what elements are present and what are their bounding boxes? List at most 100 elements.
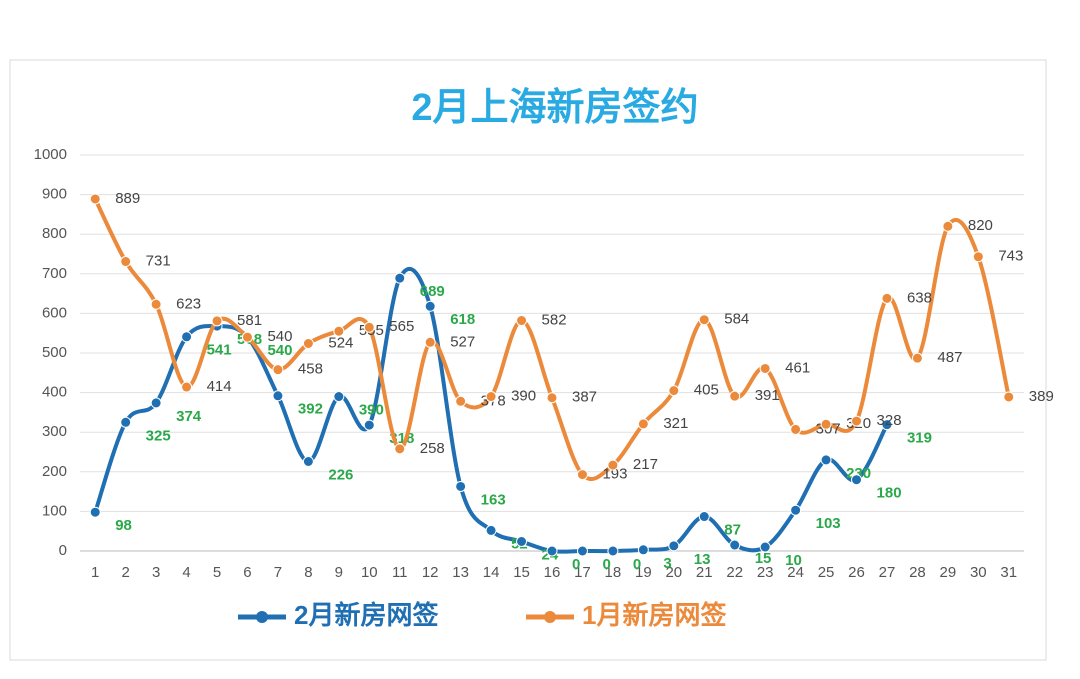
data-label: 15 [755,550,772,567]
y-tick-label: 200 [42,463,67,480]
legend-label: 2月新房网签 [294,600,439,630]
data-point [576,469,588,481]
data-label: 540 [267,328,292,345]
data-point [150,397,162,409]
data-label: 10 [785,552,802,569]
data-label: 389 [1029,388,1054,405]
data-point [851,474,863,486]
x-tick-label: 17 [574,564,591,581]
data-point [851,415,863,427]
x-tick-label: 13 [452,564,469,581]
data-point [455,395,467,407]
data-label: 584 [724,311,749,328]
data-point [272,364,284,376]
data-point [302,337,314,349]
data-point [272,390,284,402]
data-point [546,392,558,404]
x-tick-label: 23 [757,564,774,581]
data-label: 565 [389,318,414,335]
data-label: 541 [207,342,232,359]
data-point [516,535,528,547]
data-label: 392 [298,401,323,418]
data-label: 638 [907,289,932,306]
data-label: 731 [146,252,171,269]
x-tick-label: 21 [696,564,713,581]
data-point [942,220,954,232]
x-tick-label: 25 [818,564,835,581]
data-point [485,524,497,536]
data-point [424,336,436,348]
data-point [759,541,771,553]
data-point [89,193,101,205]
data-point [181,381,193,393]
data-point [120,256,132,268]
data-label: 328 [877,412,902,429]
data-point [150,298,162,310]
data-point [1003,391,1015,403]
data-point [333,325,345,337]
data-label: 391 [755,387,780,404]
x-tick-label: 19 [635,564,652,581]
data-point [668,385,680,397]
x-tick-label: 12 [422,564,439,581]
data-label: 103 [816,515,841,532]
x-tick-label: 11 [392,564,408,581]
data-label: 582 [542,311,567,328]
data-label: 258 [420,440,445,457]
data-label: 217 [633,456,658,473]
data-label: 461 [785,359,810,376]
data-label: 13 [694,551,711,568]
data-label: 3 [663,555,671,572]
x-tick-label: 24 [787,564,804,581]
data-label: 743 [998,248,1023,265]
data-label: 321 [663,415,688,432]
x-tick-label: 29 [940,564,957,581]
data-label: 540 [267,342,292,359]
data-label: 163 [481,491,506,508]
data-point [394,272,406,284]
legend-label: 1月新房网签 [582,600,727,630]
data-point [698,314,710,326]
data-label: 581 [237,312,262,329]
data-label: 618 [450,311,475,328]
x-tick-label: 2 [122,564,130,581]
x-tick-label: 4 [182,564,190,581]
data-point [516,315,528,327]
x-tick-label: 16 [544,564,561,581]
data-label: 325 [146,427,171,444]
data-point [607,545,619,557]
data-label: 623 [176,295,201,312]
data-point [729,390,741,402]
data-label: 390 [511,388,536,405]
x-tick-label: 9 [335,564,343,581]
y-tick-label: 500 [42,344,67,361]
data-point [729,539,741,551]
data-point [881,292,893,304]
data-label: 458 [298,361,323,378]
data-label: 405 [694,382,719,399]
data-point [759,362,771,374]
data-label: 87 [724,522,741,539]
data-label: 889 [115,190,140,207]
x-tick-label: 31 [1000,564,1017,581]
x-tick-label: 8 [304,564,312,581]
chart-frame [9,59,1047,661]
y-tick-label: 700 [42,265,67,282]
x-tick-label: 22 [726,564,743,581]
data-point [911,352,923,364]
data-point [485,391,497,403]
data-label: 98 [115,517,132,534]
data-point [89,506,101,518]
data-point [394,443,406,455]
x-tick-label: 1 [91,564,99,581]
data-label: 180 [877,485,902,502]
y-tick-label: 100 [42,502,67,519]
data-label: 524 [328,334,353,351]
y-tick-label: 1000 [34,146,67,163]
data-label: 374 [176,408,202,425]
data-label: 487 [937,349,962,366]
data-label: 0 [602,556,610,573]
data-point [790,423,802,435]
data-label: 390 [359,402,384,419]
